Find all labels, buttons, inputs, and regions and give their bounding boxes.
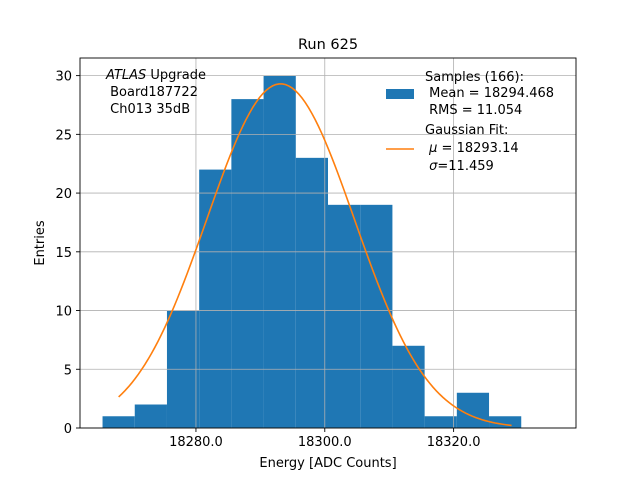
histogram-bar [231,99,264,428]
x-tick-label: 18300.0 [298,435,352,450]
histogram-bar [489,416,522,428]
legend-sigma-value: =11.459 [437,159,493,174]
annotation-channel: Ch013 35dB [106,102,190,117]
histogram-bar [102,416,135,428]
plot-frame [79,57,577,429]
legend: Samples (166): Mean = 18294.468 RMS = 11… [386,70,554,174]
annotation-atlas: ATLAS [105,68,146,83]
histogram-bar [456,392,490,428]
legend-fit-mu: μ = 18293.14 [425,141,519,156]
x-axis-ticks: 18280.0 18300.0 18320.0 [169,428,480,450]
histogram-bar [295,157,328,429]
x-tick-label: 18320.0 [427,435,481,450]
histogram-bar [360,204,393,428]
legend-mu-symbol: μ [428,141,437,156]
legend-hist-swatch [386,89,414,99]
y-tick-label: 5 [64,363,72,378]
histogram-bar [424,416,457,428]
y-tick-label: 10 [55,305,72,320]
gaussian-fit-curve [118,83,512,427]
annotation-board: Board187722 [106,85,198,100]
y-tick-label: 15 [55,246,72,261]
svg-text:ATLAS Upgrade: ATLAS Upgrade [105,68,206,83]
x-axis-label: Energy [ADC Counts] [259,456,396,471]
y-tick-label: 20 [55,187,72,202]
annotation-upgrade: Upgrade [146,68,206,83]
histogram-bar [392,345,425,428]
legend-mean: Mean = 18294.468 [425,86,554,101]
legend-fit-title: Gaussian Fit: [425,123,508,138]
histogram-bar [328,204,361,428]
histogram-bar [134,404,167,428]
atlas-annotation: ATLAS Upgrade Board187722 Ch013 35dB [105,68,206,117]
legend-samples: Samples (166): [425,70,524,85]
y-tick-label: 0 [64,422,72,437]
histogram-bar [199,169,232,429]
histogram-bars [102,75,522,429]
y-tick-label: 30 [55,70,72,85]
legend-rms: RMS = 11.054 [425,103,522,118]
y-axis-ticks: 0 5 10 15 20 25 30 [55,70,80,437]
chart-title: Run 625 [298,37,358,53]
legend-fit-sigma: σ=11.459 [425,159,494,174]
legend-mu-value: = 18293.14 [437,141,518,156]
legend-sigma-symbol: σ [429,159,438,174]
y-tick-label: 25 [55,128,72,143]
x-tick-label: 18280.0 [169,435,223,450]
y-axis-label: Entries [33,220,48,266]
